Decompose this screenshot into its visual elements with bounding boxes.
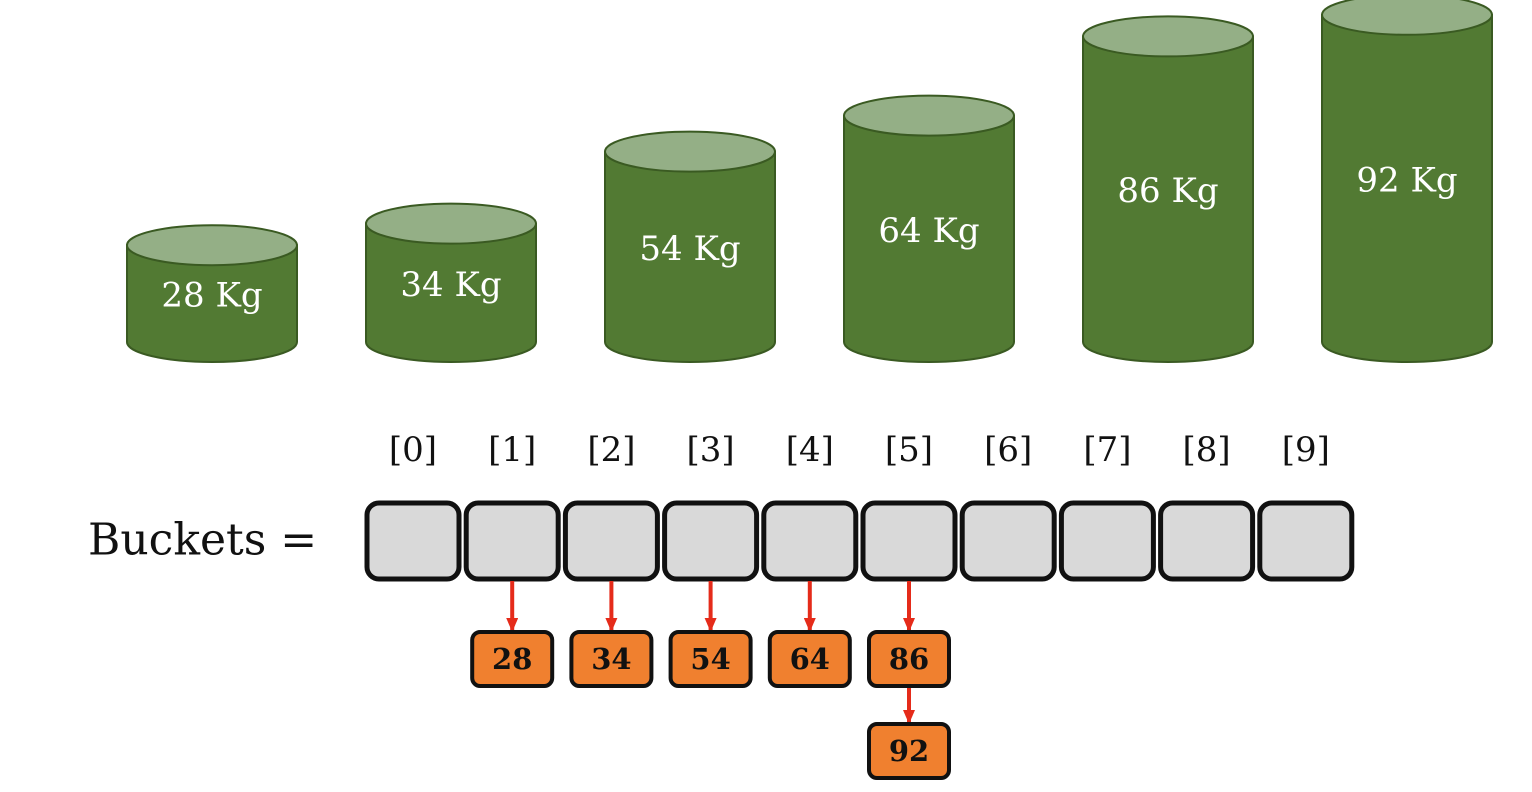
bucket-cell bbox=[463, 500, 561, 582]
weight-cylinders: 28 Kg 34 Kg 54 Kg 64 Kg 86 Kg 92 Kg bbox=[126, 0, 1493, 363]
cylinder-body bbox=[1321, 13, 1493, 363]
bucket-item-value: 64 bbox=[790, 642, 830, 676]
weight-cylinder: 86 Kg bbox=[1082, 15, 1254, 363]
weight-cylinder: 54 Kg bbox=[604, 130, 776, 363]
weight-cylinder: 64 Kg bbox=[843, 94, 1015, 363]
cylinder-top bbox=[1082, 15, 1254, 58]
bucket-item-node bbox=[569, 630, 654, 688]
cylinder-body bbox=[604, 150, 776, 363]
bucket-chains: 28 34 54 64 86 92 bbox=[470, 581, 951, 780]
bucket-index-label: [7] bbox=[1083, 430, 1131, 470]
cylinder-weight-label: 28 Kg bbox=[161, 276, 262, 316]
buckets-label: Buckets = bbox=[88, 515, 317, 566]
bucket-index-label: [4] bbox=[786, 430, 834, 470]
cylinder-body bbox=[843, 114, 1015, 363]
bucket-index-label: [1] bbox=[488, 430, 536, 470]
cylinder-weight-label: 64 Kg bbox=[878, 211, 979, 251]
bucket-index-label: [0] bbox=[389, 430, 437, 470]
bucket-cell bbox=[1158, 500, 1256, 582]
weight-cylinder: 28 Kg bbox=[126, 224, 298, 363]
cylinder-weight-label: 92 Kg bbox=[1356, 160, 1457, 200]
bucket-index-label: [6] bbox=[984, 430, 1032, 470]
cylinder-weight-label: 54 Kg bbox=[639, 229, 740, 269]
bucket-item-node bbox=[767, 630, 852, 688]
bucket-item-node bbox=[867, 722, 951, 780]
bucket-item-node bbox=[867, 630, 951, 688]
cylinder-top bbox=[604, 130, 776, 173]
bucket-cell bbox=[860, 500, 958, 582]
bucket-item-value: 34 bbox=[591, 642, 631, 676]
cylinder-body bbox=[1082, 35, 1254, 363]
cylinder-top bbox=[843, 94, 1015, 137]
bucket-item-value: 28 bbox=[492, 642, 532, 676]
bucket-cell bbox=[562, 500, 660, 582]
bucket-cell bbox=[364, 500, 462, 582]
bucket-item-node bbox=[470, 630, 555, 688]
cylinder-top bbox=[365, 202, 537, 245]
bucket-cell bbox=[1257, 500, 1355, 582]
bucket-array: Buckets = [0] [1] [2] [3] [4] [5] [6] [7] [8] [9] bbox=[88, 430, 1355, 582]
bucket-index-label: [2] bbox=[587, 430, 635, 470]
cylinder-body bbox=[365, 222, 537, 363]
cylinder-weight-label: 34 Kg bbox=[400, 265, 501, 305]
bucket-item-value: 86 bbox=[889, 642, 929, 676]
bucket-item-value: 92 bbox=[889, 734, 929, 768]
weight-cylinder: 34 Kg bbox=[365, 202, 537, 363]
bucket-cell bbox=[959, 500, 1057, 582]
bucket-cell bbox=[761, 500, 859, 582]
bucket-index-label: [8] bbox=[1183, 430, 1231, 470]
bucket-item-value: 54 bbox=[690, 642, 730, 676]
bucket-cell bbox=[662, 500, 760, 582]
bucket-item-node bbox=[668, 630, 753, 688]
bucket-cell bbox=[1058, 500, 1156, 582]
cylinder-weight-label: 86 Kg bbox=[1117, 171, 1218, 211]
cylinder-top bbox=[126, 224, 298, 267]
cylinder-body bbox=[126, 244, 298, 363]
weight-cylinder: 92 Kg bbox=[1321, 0, 1493, 363]
bucket-index-label: [9] bbox=[1282, 430, 1330, 470]
bucket-index-label: [5] bbox=[885, 430, 933, 470]
cylinder-top bbox=[1321, 0, 1493, 36]
bucket-index-label: [3] bbox=[687, 430, 735, 470]
